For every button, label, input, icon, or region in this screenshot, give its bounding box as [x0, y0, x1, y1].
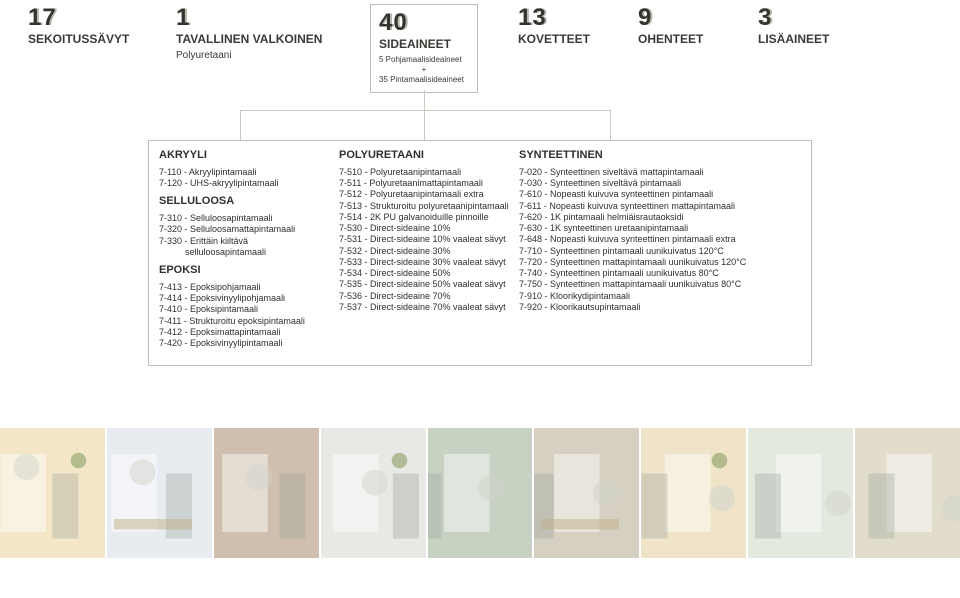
top-box-tavallinen: 1 TAVALLINEN VALKOINEN Polyuretaani: [176, 6, 364, 61]
list-item: 7-630 - 1K synteettinen uretaanipintamaa…: [519, 223, 801, 234]
list-item: 7-535 - Direct-sideaine 50% vaaleat sävy…: [339, 279, 509, 290]
top-label: SEKOITUSSÄVYT: [28, 32, 158, 46]
list-item: 7-533 - Direct-sideaine 30% vaaleat sävy…: [339, 257, 509, 268]
list-item: 7-513 - Strukturoitu polyuretaanipintama…: [339, 201, 509, 212]
plus-sign: +: [379, 65, 469, 74]
list-item: 7-330 - Erittäin kiiltävä selluloosapint…: [159, 236, 329, 259]
top-label: KOVETTEET: [518, 32, 628, 46]
list-item: 7-740 - Synteettinen pintamaali uunikuiv…: [519, 268, 801, 279]
section-title-akryyli: AKRYYLI: [159, 149, 329, 163]
photo-thumb: [428, 428, 535, 558]
list-item: 7-413 - Epoksipohjamaali: [159, 282, 329, 293]
top-box-ohenteet: 9 OHENTEET: [638, 6, 748, 46]
list-item: 7-532 - Direct-sideaine 30%: [339, 246, 509, 257]
connector-line: [240, 110, 610, 111]
list-item: 7-511 - Polyuretaanimattapintamaali: [339, 178, 509, 189]
list-item: 7-530 - Direct-sideaine 10%: [339, 223, 509, 234]
section-title-polyuretaani: POLYURETAANI: [339, 149, 509, 163]
top-label: SIDEAINEET: [379, 37, 469, 51]
list-item: 7-534 - Direct-sideaine 50%: [339, 268, 509, 279]
column-mid: POLYURETAANI 7-510 - Polyuretaanipintama…: [339, 149, 509, 355]
connector-line: [424, 90, 425, 110]
column-left: AKRYYLI 7-110 - Akryylipintamaali7-120 -…: [159, 149, 329, 355]
list-item: 7-320 - Selluloosamattapintamaali: [159, 224, 329, 235]
section-title-epoksi: EPOKSI: [159, 264, 329, 278]
list-selluloosa: 7-310 - Selluloosapintamaali7-320 - Sell…: [159, 213, 329, 258]
list-item: 7-030 - Synteettinen siveltävä pintamaal…: [519, 178, 801, 189]
list-item: 7-620 - 1K pintamaali helmiäisrautaoksid…: [519, 212, 801, 223]
section-title-selluloosa: SELLULOOSA: [159, 195, 329, 209]
top-sub: Polyuretaani: [176, 50, 364, 61]
list-akryyli: 7-110 - Akryylipintamaali7-120 - UHS-akr…: [159, 167, 329, 190]
section-title-synteettinen: SYNTEETTINEN: [519, 149, 801, 163]
top-num: 17: [28, 6, 158, 30]
top-num: 3: [758, 6, 868, 30]
photo-thumb: [641, 428, 748, 558]
list-item: 7-414 - Epoksivinyylipohjamaali: [159, 293, 329, 304]
top-num: 1: [176, 6, 364, 30]
list-item: 7-412 - Epoksimattapintamaali: [159, 327, 329, 338]
top-sub: 35 Pintamaalisideaineet: [379, 75, 469, 84]
photo-thumb: [855, 428, 960, 558]
photo-strip: [0, 428, 960, 558]
list-item: 7-720 - Synteettinen mattapintamaali uun…: [519, 257, 801, 268]
list-synteettinen: 7-020 - Synteettinen siveltävä mattapint…: [519, 167, 801, 313]
photo-thumb: [748, 428, 855, 558]
list-item: 7-610 - Nopeasti kuivuva synteettinen pi…: [519, 189, 801, 200]
top-box-sekoitussavyt: 17 SEKOITUSSÄVYT: [28, 6, 158, 46]
list-item: 7-920 - Kloorikautsupintamaali: [519, 302, 801, 313]
list-item: 7-514 - 2K PU galvanoiduille pinnoille: [339, 212, 509, 223]
list-item: 7-537 - Direct-sideaine 70% vaaleat sävy…: [339, 302, 509, 313]
list-item: 7-648 - Nopeasti kuivuva synteettinen pi…: [519, 234, 801, 245]
top-label: LISÄAINEET: [758, 32, 868, 46]
list-item: 7-531 - Direct-sideaine 10% vaaleat sävy…: [339, 234, 509, 245]
top-label: TAVALLINEN VALKOINEN: [176, 32, 364, 46]
list-item: 7-536 - Direct-sideaine 70%: [339, 291, 509, 302]
photo-thumb: [107, 428, 214, 558]
top-num: 40: [379, 11, 469, 35]
connector-line: [424, 110, 425, 140]
list-epoksi: 7-413 - Epoksipohjamaali7-414 - Epoksivi…: [159, 282, 329, 350]
list-item: 7-910 - Kloorikydipintamaali: [519, 291, 801, 302]
list-item: 7-750 - Synteettinen mattapintamaali uun…: [519, 279, 801, 290]
column-right: SYNTEETTINEN 7-020 - Synteettinen sivelt…: [519, 149, 801, 355]
top-row: 17 SEKOITUSSÄVYT 1 TAVALLINEN VALKOINEN …: [0, 0, 960, 86]
list-item: 7-411 - Strukturoitu epoksipintamaali: [159, 316, 329, 327]
list-item: 7-410 - Epoksipintamaali: [159, 304, 329, 315]
list-item: 7-110 - Akryylipintamaali: [159, 167, 329, 178]
connector-line: [240, 110, 241, 140]
top-box-sideaineet: 40 SIDEAINEET 5 Pohjamaalisideaineet + 3…: [370, 4, 478, 93]
list-item: 7-120 - UHS-akryylipintamaali: [159, 178, 329, 189]
top-label: OHENTEET: [638, 32, 748, 46]
top-box-kovetteet: 13 KOVETTEET: [518, 6, 628, 46]
top-box-lisaaineet: 3 LISÄAINEET: [758, 6, 868, 46]
list-item: 7-611 - Nopeasti kuivuva synteettinen ma…: [519, 201, 801, 212]
list-item: 7-510 - Polyuretaanipintamaali: [339, 167, 509, 178]
photo-thumb: [214, 428, 321, 558]
photo-thumb: [321, 428, 428, 558]
list-polyuretaani: 7-510 - Polyuretaanipintamaali7-511 - Po…: [339, 167, 509, 313]
list-item: 7-310 - Selluloosapintamaali: [159, 213, 329, 224]
top-sub: 5 Pohjamaalisideaineet: [379, 55, 469, 64]
photo-thumb: [0, 428, 107, 558]
list-item: 7-512 - Polyuretaanipintamaali extra: [339, 189, 509, 200]
top-num: 13: [518, 6, 628, 30]
list-item: 7-020 - Synteettinen siveltävä mattapint…: [519, 167, 801, 178]
connector-line: [610, 110, 611, 140]
list-item: 7-710 - Synteettinen pintamaali uunikuiv…: [519, 246, 801, 257]
photo-thumb: [534, 428, 641, 558]
list-item: 7-420 - Epoksivinyylipintamaali: [159, 338, 329, 349]
top-num: 9: [638, 6, 748, 30]
detail-box: AKRYYLI 7-110 - Akryylipintamaali7-120 -…: [148, 140, 812, 366]
